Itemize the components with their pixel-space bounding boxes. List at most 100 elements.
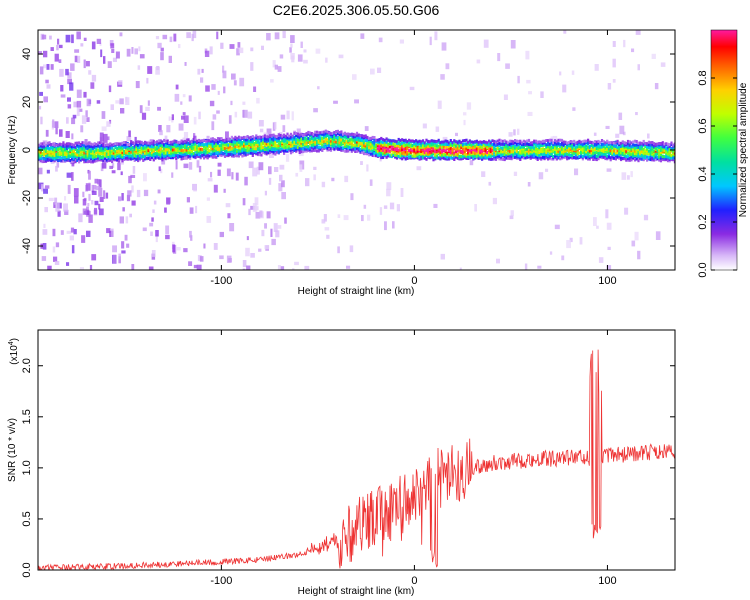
spectrogram-cell — [88, 193, 91, 201]
spectrogram-cell — [527, 138, 531, 142]
spectrogram-cell — [243, 144, 246, 148]
spectrogram-cell — [43, 50, 48, 58]
snr-xticks: -100 0 100 — [210, 330, 617, 587]
spectrogram-cell — [369, 142, 372, 146]
spectrogram-cell — [151, 250, 156, 257]
spectrogram-cell — [411, 149, 414, 153]
spectrogram-cell — [369, 179, 373, 186]
spectrogram-cell — [57, 151, 60, 155]
spectrogram-cell — [526, 142, 529, 146]
spectrogram-cell — [592, 154, 595, 158]
spectrogram-cell — [469, 160, 474, 166]
spectrogram-cell — [479, 151, 482, 155]
spectrogram-cell — [107, 149, 110, 153]
spectrogram-cell — [377, 67, 382, 73]
spectrogram-cell — [420, 152, 423, 156]
spectrogram-cell — [557, 142, 560, 146]
spectrogram-cell — [599, 155, 602, 158]
spectrogram-cell — [621, 147, 624, 150]
spectrogram-cell — [50, 153, 53, 157]
spectrogram-cell — [345, 149, 348, 153]
spectrogram-cell — [49, 35, 52, 40]
spectrogram-cell — [86, 147, 89, 151]
spectrogram-cell — [305, 138, 308, 142]
spectrogram-cell — [362, 136, 366, 140]
spectrogram-cell — [267, 142, 270, 146]
spectrogram-cell — [248, 208, 251, 216]
spectrogram-cell — [211, 137, 214, 141]
spectrogram-cell — [171, 144, 174, 148]
spectrogram-cell — [291, 144, 294, 148]
spectrogram-cell — [380, 144, 383, 148]
spectrogram-cell — [46, 157, 49, 161]
spectrogram-cell — [260, 141, 263, 145]
spectrogram-cell — [231, 73, 236, 80]
spectrogram-cell — [133, 144, 136, 148]
spectrogram-cell — [344, 175, 349, 183]
spectrogram-cell — [297, 54, 303, 62]
spectrogram-cell — [71, 153, 74, 156]
spectrogram-cell — [492, 197, 497, 205]
spectrogram-cell — [395, 141, 399, 145]
spectrogram-cell — [111, 148, 114, 152]
spectrogram-cell — [258, 148, 261, 152]
spectrogram-cell — [380, 156, 383, 160]
spectrogram-cell — [192, 142, 195, 146]
spectrogram-cell — [139, 105, 143, 114]
spectrogram-cell — [135, 145, 138, 149]
spectrogram-cell — [250, 62, 254, 71]
snr-ytick-label: 0.5 — [21, 511, 33, 526]
spectrogram-cell — [644, 145, 647, 149]
spectrogram-cell — [508, 132, 513, 137]
spectrogram-cell — [467, 157, 470, 160]
spectrogram-cell — [286, 141, 289, 144]
spectrogram-cell — [97, 141, 100, 145]
spectrogram-cell — [673, 160, 675, 164]
spectrogram-cell — [580, 147, 583, 151]
spectrogram-cell — [83, 91, 87, 98]
spectrogram-cell — [606, 156, 609, 160]
spectrogram-cell — [190, 150, 194, 154]
spectrogram-cell — [481, 151, 484, 155]
spectrogram-ylabel: Frequency (Hz) — [7, 116, 18, 185]
spectrogram-cell — [153, 200, 157, 205]
spectrogram-cell — [355, 142, 359, 146]
spectrogram-cell — [567, 141, 571, 145]
spectrogram-cell — [295, 134, 298, 138]
spectrogram-cell — [571, 140, 574, 144]
spectrogram-cell — [663, 156, 666, 160]
spectrogram-cell — [651, 151, 654, 154]
spectrogram-cell — [182, 137, 185, 143]
spectrogram-cell — [121, 151, 124, 155]
spectrogram-cell — [533, 146, 536, 150]
spectrogram-cell — [352, 147, 355, 151]
spectrogram-cell — [62, 153, 65, 157]
spectrogram-cell — [95, 155, 98, 158]
spectrogram-cell — [300, 41, 303, 48]
spectrogram-cell — [259, 128, 264, 133]
spectrogram-cell — [178, 123, 184, 131]
snr-xlabel: Height of straight line (km) — [298, 586, 415, 597]
spectrogram-cell — [84, 154, 88, 157]
spectrogram-cell — [618, 144, 621, 148]
spectrogram-cell — [441, 156, 444, 160]
spectrogram-cell — [451, 141, 454, 145]
spectrogram-cell — [347, 142, 350, 146]
spectrogram-cell — [289, 136, 293, 140]
spectrogram-cell — [644, 156, 647, 160]
spectrogram-cell — [378, 145, 381, 149]
spectrogram-cell — [300, 138, 303, 142]
spectrogram-cell — [354, 140, 357, 144]
spectrogram-cell — [390, 144, 393, 148]
spectrogram-cell — [567, 153, 571, 157]
spectrogram-cell — [50, 64, 54, 70]
spectrogram-cell — [284, 134, 287, 138]
spectrogram-cell — [194, 147, 197, 151]
spectrogram-cell — [661, 148, 664, 152]
spectrogram-cell — [550, 146, 553, 149]
spectrogram-cell — [78, 108, 83, 112]
spectrogram-cell — [142, 141, 145, 145]
spectrogram-cell — [84, 139, 88, 143]
spectrogram-cell — [635, 143, 638, 147]
